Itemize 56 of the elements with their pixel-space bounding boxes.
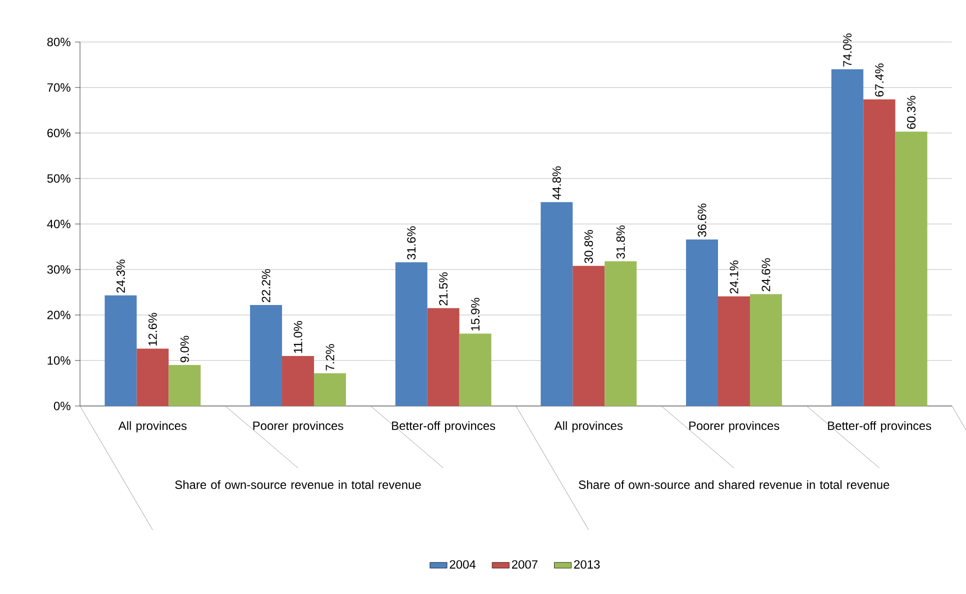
y-tick-label: 30% xyxy=(47,265,70,274)
bar xyxy=(572,266,605,406)
x-tick-label: Better-off provinces xyxy=(828,421,932,432)
bar xyxy=(718,296,750,406)
y-tick-label: 50% xyxy=(47,174,70,183)
data-label: 12.6% xyxy=(148,312,157,346)
data-label: 7.2% xyxy=(326,344,334,370)
data-label: 22.2% xyxy=(262,269,270,302)
legend-label: 2004 xyxy=(450,560,476,569)
bar xyxy=(314,373,346,406)
bar xyxy=(168,365,201,406)
bar xyxy=(686,239,718,406)
data-label: 44.8% xyxy=(552,166,561,200)
y-tick-label: 20% xyxy=(47,310,70,320)
y-tick-label: 70% xyxy=(47,83,70,92)
data-label: 21.5% xyxy=(439,272,448,306)
legend-label: 2007 xyxy=(512,560,538,569)
data-label: 74.0% xyxy=(843,34,852,66)
text: Share of own-source and shared revenue in total revenue xyxy=(578,480,890,489)
bar xyxy=(540,202,573,406)
bar xyxy=(895,132,928,406)
data-label: 67.4% xyxy=(875,64,884,97)
y-tick-label: 60% xyxy=(47,128,70,138)
text: Share of own-source revenue in total revenue xyxy=(175,480,421,489)
y-tick-label: 40% xyxy=(47,220,70,228)
bar xyxy=(831,69,864,406)
legend-label: 2013 xyxy=(574,560,600,569)
data-label: 30.8% xyxy=(584,230,593,264)
data-label: 15.9% xyxy=(471,298,480,331)
data-label: 36.6% xyxy=(698,204,706,237)
bar xyxy=(863,99,896,406)
bar xyxy=(750,294,782,406)
data-label: 31.6% xyxy=(407,226,416,260)
data-label: 24.3% xyxy=(116,260,125,293)
data-label: 11.0% xyxy=(294,321,302,353)
bar xyxy=(250,304,282,406)
y-tick-label: 0% xyxy=(54,402,70,410)
bar xyxy=(459,334,492,406)
data-label: 24.1% xyxy=(730,260,738,294)
x-tick-label: Poorer provinces xyxy=(689,421,780,432)
x-tick-label: Better-off provinces xyxy=(392,421,496,432)
data-label: 60.3% xyxy=(907,96,916,129)
bar xyxy=(395,262,428,406)
data-label: 24.6% xyxy=(762,258,770,292)
bar xyxy=(427,308,460,406)
x-tick-label: All provinces xyxy=(118,421,187,432)
bar xyxy=(104,295,137,406)
data-label: 9.0% xyxy=(180,336,189,362)
x-tick-label: All provinces xyxy=(554,421,623,432)
y-tick-label: 80% xyxy=(47,38,70,46)
bar xyxy=(604,261,637,406)
x-tick-label: Poorer provinces xyxy=(253,421,344,432)
data-label: 31.8% xyxy=(616,226,625,259)
bar xyxy=(136,348,169,406)
bar xyxy=(282,356,314,406)
y-tick-label: 10% xyxy=(48,356,70,365)
